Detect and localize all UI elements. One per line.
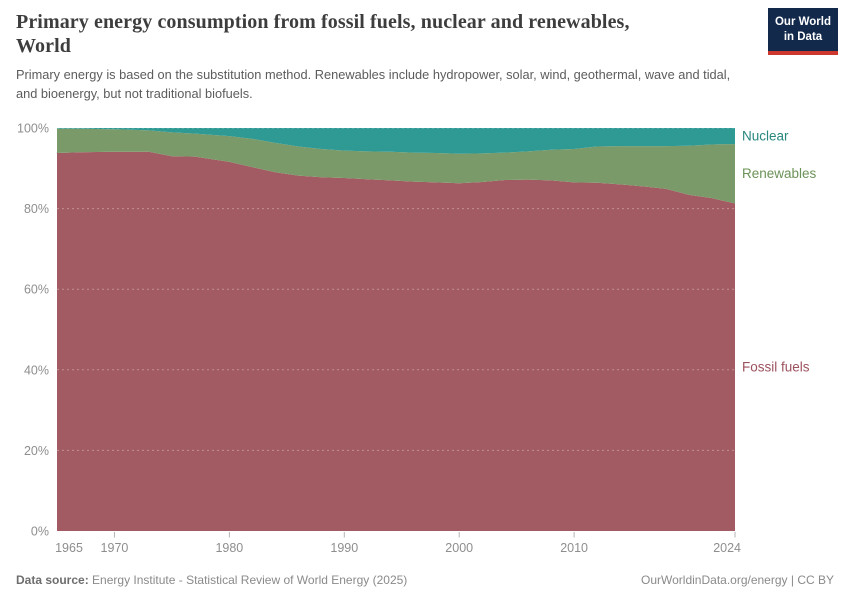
x-axis-label-1990: 1990 [330,541,358,555]
page-title-line1: Primary energy consumption from fossil f… [16,11,630,33]
owid-logo-line2: in Data [783,30,823,43]
y-axis-label-20: 20% [24,444,49,458]
x-axis-label-2000: 2000 [445,541,473,555]
chart-gridlines [57,127,735,451]
y-axis-label-0: 0% [31,525,49,539]
chart-axes: 0% 20% 40% 60% 80% 100% 1965 1970 1980 1990 2000 20… [17,122,741,556]
area-renewables [57,128,735,204]
x-axis-label-1965: 1965 [55,541,83,555]
y-axis-label-100: 100% [17,122,49,136]
y-axis-label-80: 80% [24,202,49,216]
data-source-text: Energy Institute - Statistical Review of… [92,573,408,587]
x-axis-label-2010: 2010 [560,541,588,555]
legend-label-nuclear: Nuclear [742,129,789,144]
chart-subtitle: Primary energy is based on the substitut… [16,66,731,101]
chart-footer: Data source: Energy Institute - Statisti… [16,573,834,587]
attribution: OurWorldinData.org/energy | CC BY [641,573,834,587]
chart-header: Primary energy consumption from fossil f… [16,10,756,104]
chart-series-labels: Fossil fuels Renewables Nuclear [742,129,817,375]
legend-label-renewables: Renewables [742,166,817,181]
chart-areas [57,128,735,532]
x-axis-label-1970: 1970 [101,541,129,555]
y-axis-label-40: 40% [24,363,49,377]
page-title-line2: World [16,35,71,58]
area-fossil-fuels [57,151,735,532]
area-nuclear [57,128,735,154]
owid-logo: Our World in Data [768,8,838,55]
y-axis-label-60: 60% [24,283,49,297]
owid-logo-line1: Our World [774,16,831,28]
page-title: Primary energy consumption from fossil f… [16,10,756,59]
data-source: Data source: Energy Institute - Statisti… [16,573,407,587]
x-axis-label-1980: 1980 [215,541,243,555]
data-source-label: Data source: [16,573,89,587]
x-axis-label-2024: 2024 [713,541,741,555]
legend-label-fossil-fuels: Fossil fuels [742,360,810,375]
